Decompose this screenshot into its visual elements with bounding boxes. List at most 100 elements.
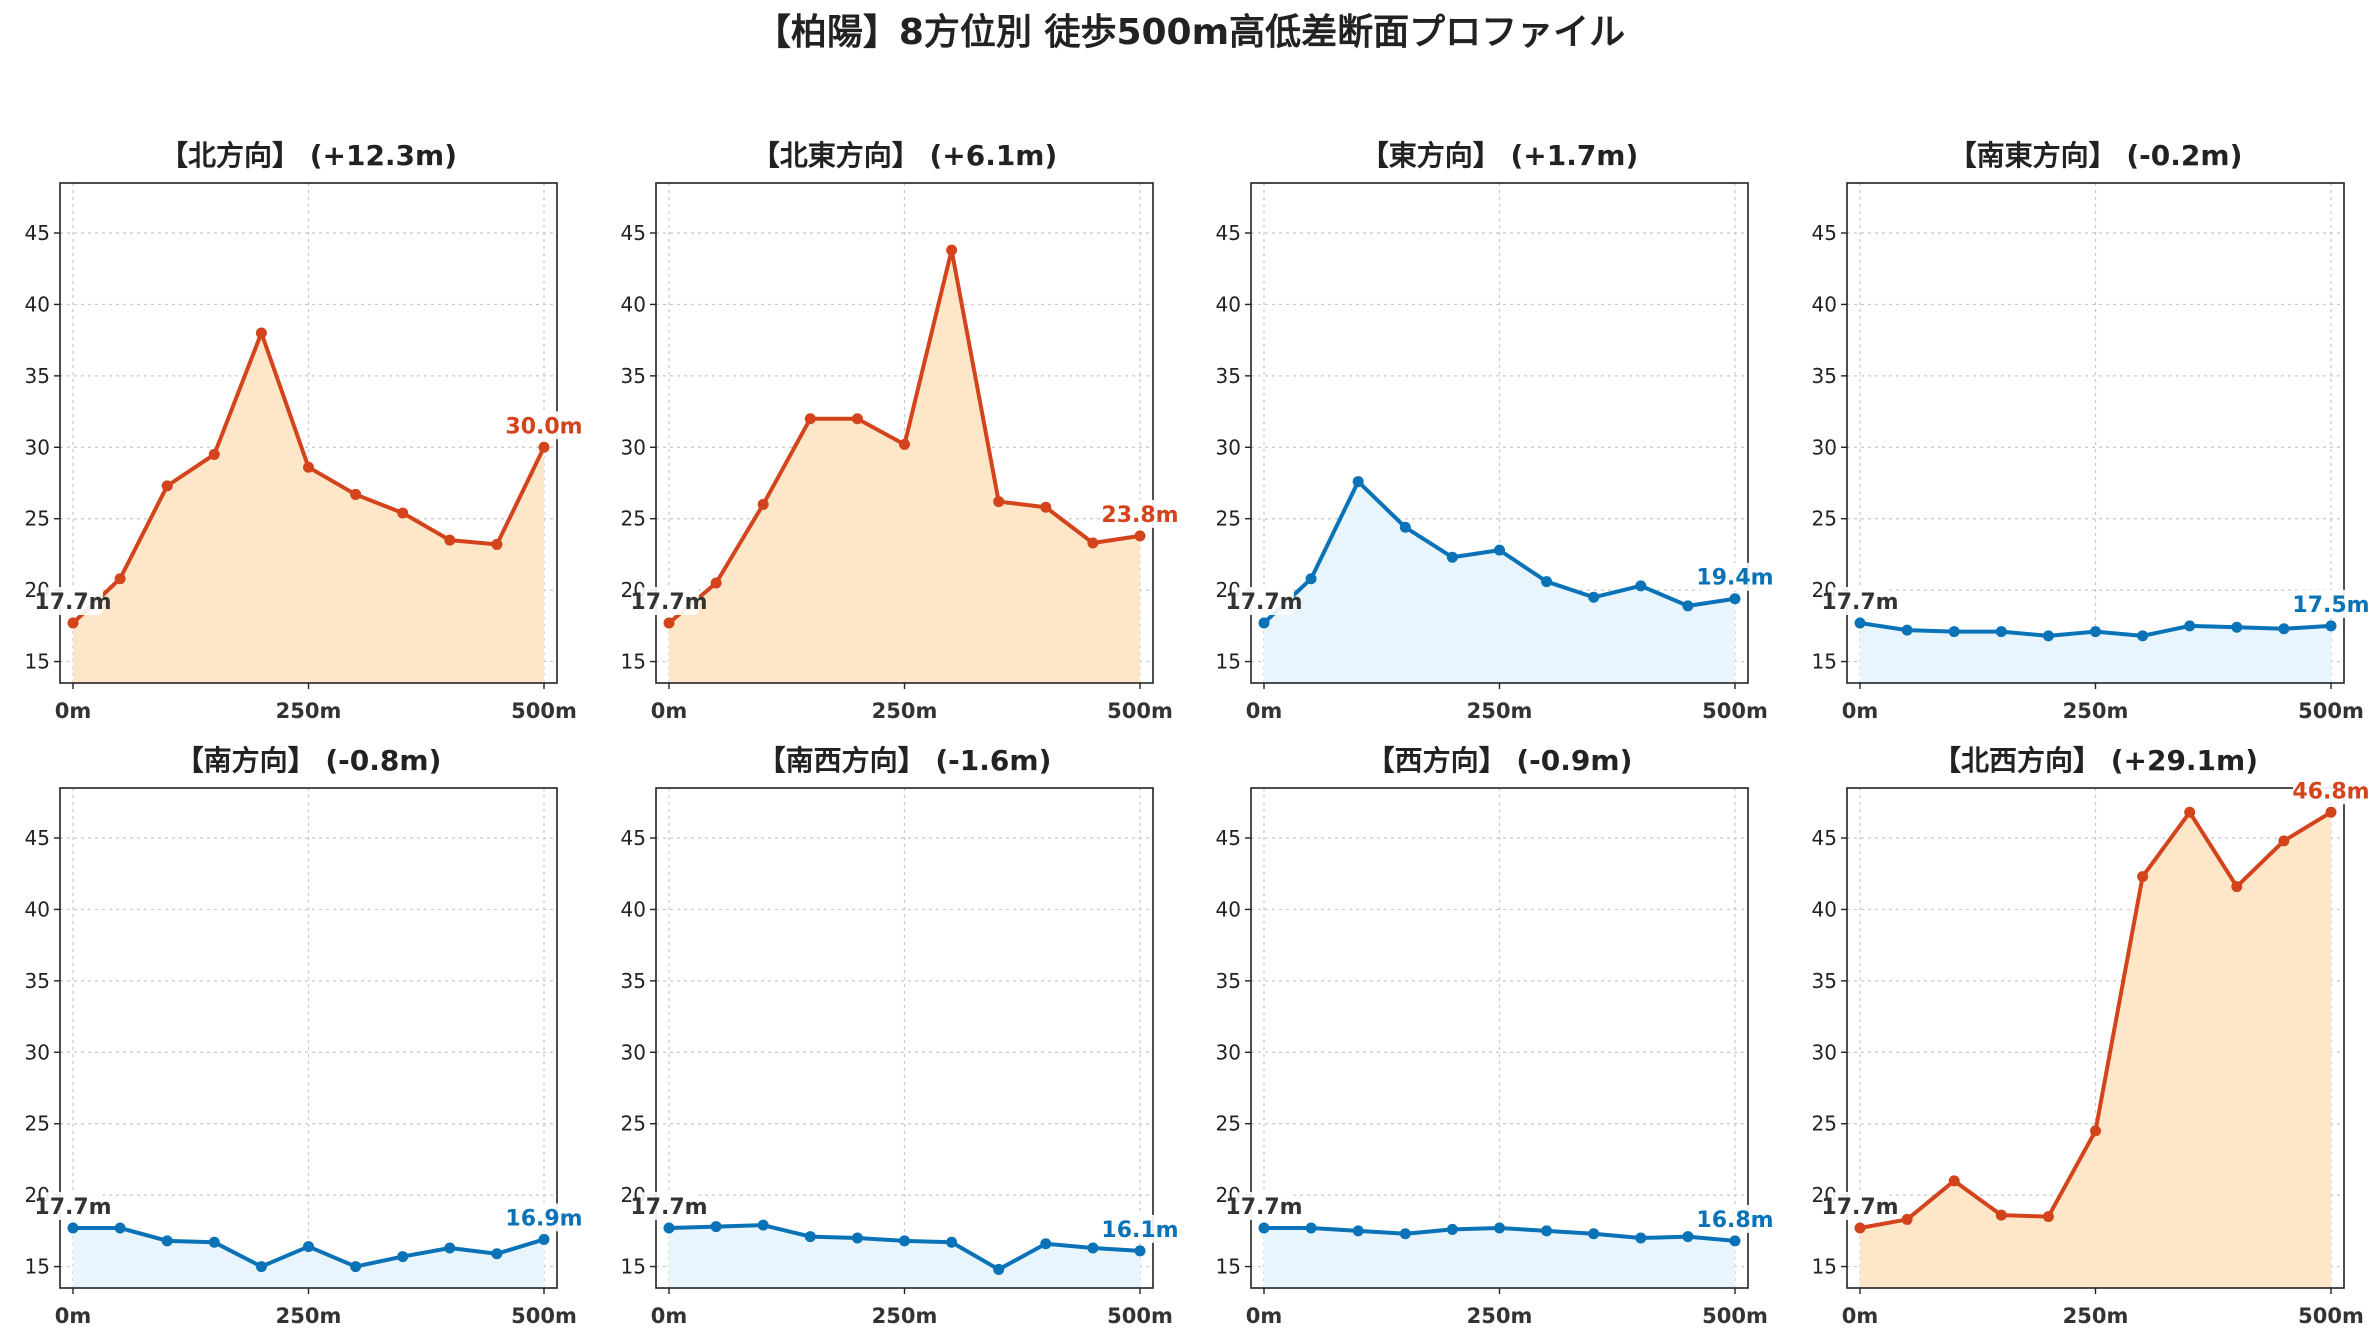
x-tick-label: 250m	[276, 699, 342, 723]
y-tick-label: 45	[1216, 826, 1241, 850]
y-tick-label: 25	[621, 1112, 646, 1136]
data-point	[397, 507, 409, 519]
data-point	[993, 1263, 1005, 1275]
x-tick-label: 250m	[1467, 1304, 1533, 1328]
data-point	[1494, 544, 1505, 556]
x-tick-label: 250m	[1467, 699, 1533, 723]
data-point	[444, 534, 456, 546]
start-label: 17.7m	[1821, 590, 1898, 615]
area-fill	[669, 250, 1140, 683]
y-tick-label: 15	[621, 1255, 646, 1279]
y-tick-label: 25	[1216, 507, 1241, 531]
data-point	[1305, 573, 1317, 585]
y-tick-label: 15	[1812, 1255, 1837, 1279]
data-point	[1352, 1225, 1364, 1237]
y-tick-label: 40	[1216, 292, 1241, 316]
data-point	[2090, 1125, 2101, 1137]
data-point	[804, 1231, 816, 1243]
area-fill	[1264, 481, 1735, 683]
data-point	[2278, 835, 2290, 847]
x-tick-label: 250m	[872, 699, 938, 723]
start-label-box	[1234, 587, 1294, 615]
data-point	[350, 488, 362, 500]
data-point	[1729, 593, 1741, 605]
data-point	[161, 480, 173, 492]
data-point	[1399, 1228, 1411, 1240]
data-point	[2231, 881, 2243, 893]
y-tick-label: 25	[1812, 1112, 1837, 1136]
axes-frame	[655, 182, 1154, 684]
axes-frame	[1250, 182, 1749, 684]
start-label: 17.7m	[630, 1195, 707, 1220]
data-point	[1901, 1213, 1913, 1225]
data-point	[1446, 1223, 1458, 1235]
area-fill	[1264, 1228, 1735, 1288]
data-point	[350, 1261, 362, 1273]
y-tick-label: 40	[1812, 897, 1837, 921]
data-point	[2325, 806, 2337, 818]
data-point	[1258, 617, 1270, 629]
axes-frame	[1250, 787, 1749, 1289]
data-point	[757, 498, 769, 510]
data-point	[303, 1241, 314, 1253]
y-tick-label: 35	[25, 364, 50, 388]
start-label-box	[1830, 587, 1890, 615]
y-tick-label: 45	[25, 221, 50, 245]
data-point	[444, 1242, 456, 1254]
x-tick-label: 0m	[651, 1304, 688, 1328]
x-tick-label: 0m	[1246, 1304, 1283, 1328]
data-point	[1399, 521, 1411, 533]
data-point	[946, 1236, 958, 1248]
x-tick-label: 500m	[1107, 699, 1173, 723]
data-point	[1541, 1225, 1553, 1237]
start-label-box	[43, 587, 103, 615]
data-point	[114, 573, 126, 585]
data-point	[161, 1235, 173, 1247]
y-tick-label: 30	[621, 435, 646, 459]
data-point	[1682, 600, 1694, 612]
end-label: 23.8m	[1101, 503, 1178, 528]
x-tick-label: 0m	[1842, 1304, 1879, 1328]
end-label-box	[2293, 776, 2369, 805]
y-tick-label: 30	[25, 1040, 50, 1064]
x-tick-label: 0m	[1246, 699, 1283, 723]
axes-frame	[1846, 182, 2345, 684]
end-label: 16.9m	[505, 1206, 582, 1231]
y-tick-label: 45	[621, 221, 646, 245]
data-point	[538, 1233, 550, 1245]
end-label: 30.0m	[505, 414, 582, 439]
data-point	[538, 441, 550, 453]
start-label: 17.7m	[1821, 1195, 1898, 1220]
start-label: 17.7m	[34, 590, 111, 615]
data-point	[1682, 1231, 1694, 1243]
y-tick-label: 25	[25, 1112, 50, 1136]
data-point	[2137, 630, 2149, 642]
y-tick-label: 35	[1812, 364, 1837, 388]
data-point	[491, 1248, 503, 1260]
y-tick-label: 15	[25, 1255, 50, 1279]
x-tick-label: 250m	[2063, 699, 2129, 723]
data-point	[1948, 626, 1960, 638]
data-point	[208, 1236, 220, 1248]
data-point	[1995, 626, 2007, 638]
data-point	[1040, 1238, 1052, 1250]
data-point	[1948, 1175, 1960, 1187]
data-point	[663, 617, 675, 629]
y-tick-label: 30	[1812, 1040, 1837, 1064]
start-label: 17.7m	[630, 590, 707, 615]
data-point	[1541, 576, 1553, 588]
start-label-box	[639, 587, 699, 615]
panel-title: 【西方向】 (-0.9m)	[1367, 744, 1633, 777]
data-point	[2184, 806, 2196, 818]
y-tick-label: 15	[621, 650, 646, 674]
panel-title: 【南西方向】 (-1.6m)	[758, 744, 1052, 777]
data-point	[1087, 537, 1099, 549]
panel-title: 【北東方向】 (+6.1m)	[752, 139, 1058, 172]
y-tick-label: 30	[1812, 435, 1837, 459]
data-point	[2090, 626, 2101, 638]
start-label: 17.7m	[1225, 1195, 1302, 1220]
